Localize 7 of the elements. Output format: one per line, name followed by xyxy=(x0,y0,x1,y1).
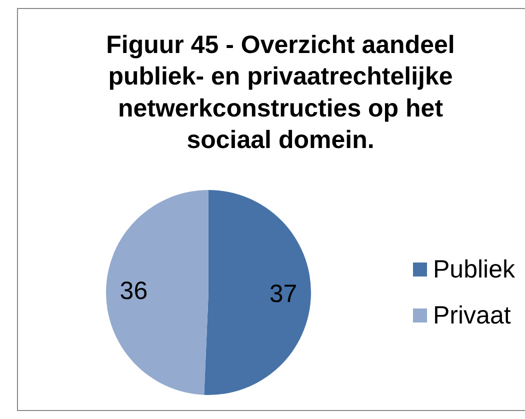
chart-title: Figuur 45 - Overzicht aandeel publiek- en privaatrechtelijke netwerkconstructies op het sociaal domein. xyxy=(106,31,455,154)
data-label: 36 xyxy=(120,276,148,305)
pie-slice xyxy=(204,190,311,395)
legend-label: Privaat xyxy=(433,302,511,330)
pie-slice xyxy=(106,190,208,395)
data-label: 37 xyxy=(269,280,298,308)
legend-label: Publiek xyxy=(433,256,516,284)
